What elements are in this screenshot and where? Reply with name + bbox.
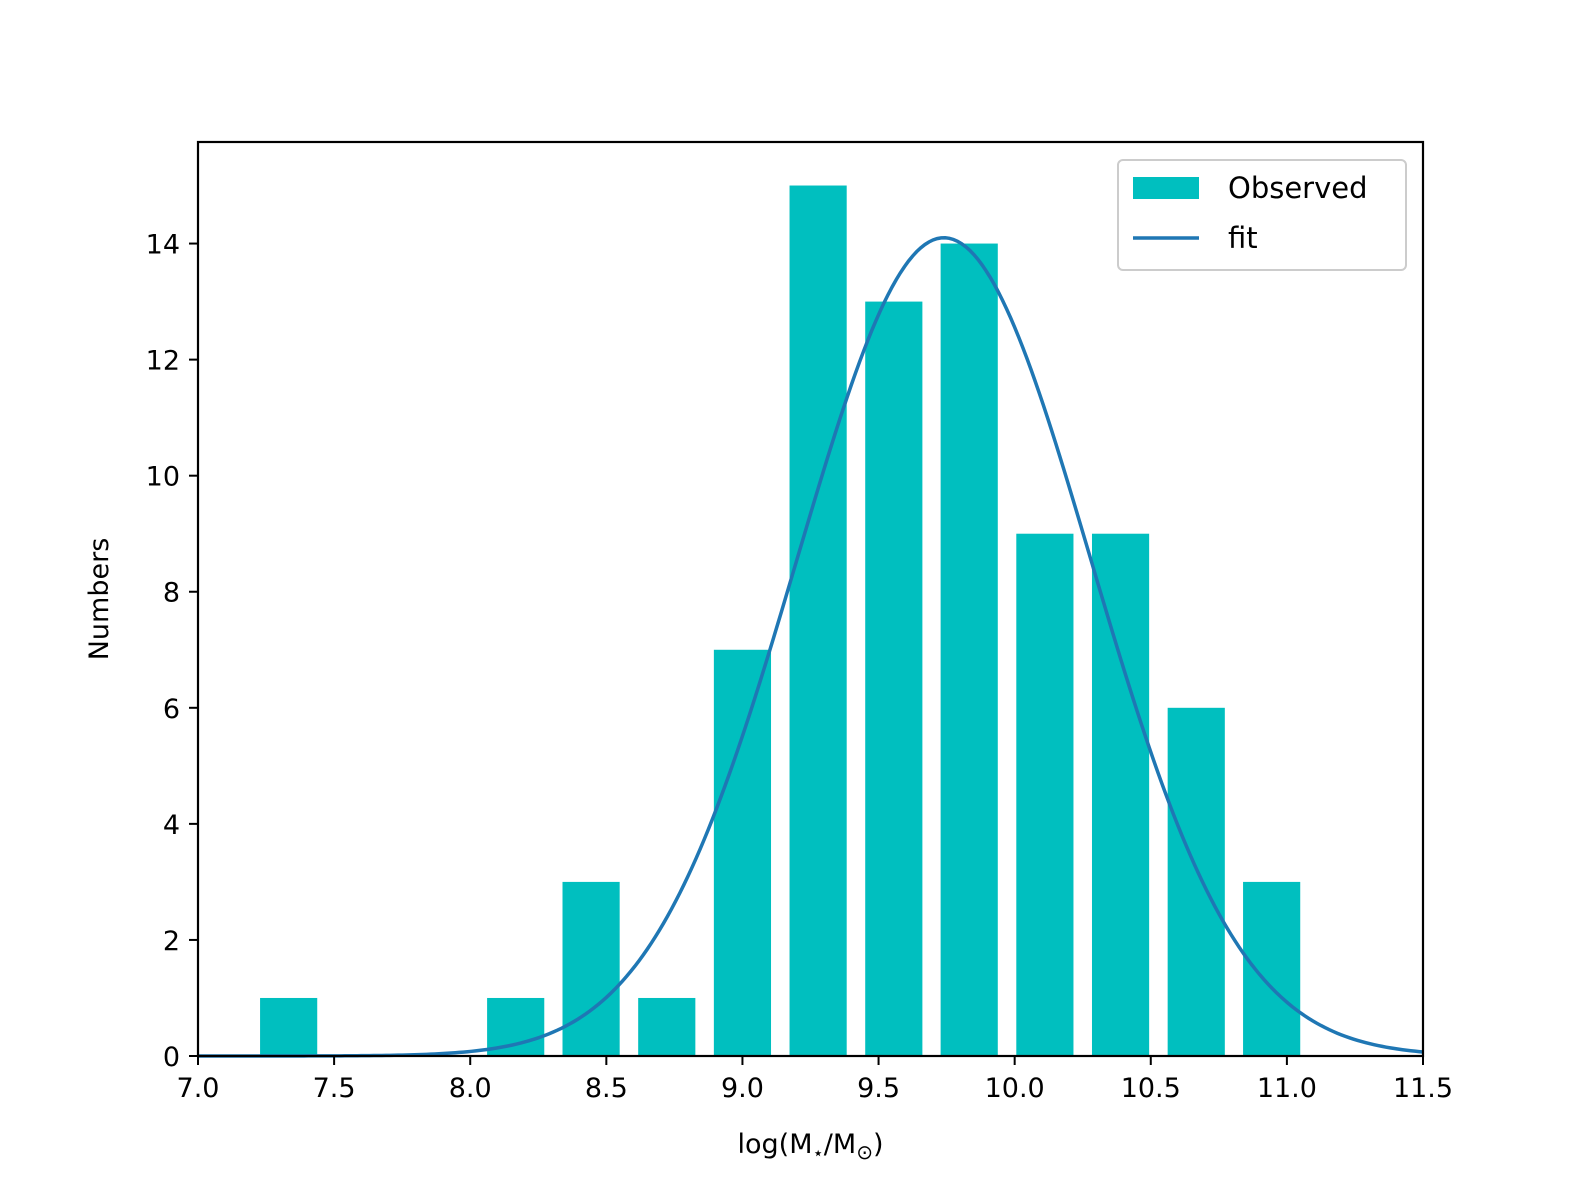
x-tick-label: 8.5 (585, 1073, 628, 1104)
x-tick-label: 8.0 (449, 1073, 492, 1104)
x-axis-ticks: 7.0 7.5 8.0 8.5 9.0 9.5 10.0 10.5 11.0 11.5 (177, 1056, 1453, 1104)
bar (940, 243, 998, 1057)
y-tick-label: 12 (146, 346, 180, 377)
bar (865, 301, 923, 1057)
y-axis-label: Numbers (84, 538, 115, 661)
bars-group (260, 185, 1301, 1057)
y-tick-label: 4 (163, 810, 180, 841)
plot-frame (196, 140, 1425, 1058)
y-axis-ticks: 0 2 4 6 8 10 12 14 (146, 230, 198, 1073)
x-axis-label: log(M⋆/M⊙) (738, 1129, 884, 1164)
x-tick-label: 10.0 (985, 1073, 1045, 1104)
bar (1243, 881, 1301, 1056)
y-tick-label: 14 (146, 230, 180, 261)
y-tick-label: 6 (163, 694, 180, 725)
x-tick-label: 7.0 (177, 1073, 220, 1104)
y-tick-label: 0 (163, 1042, 180, 1073)
bar (638, 997, 696, 1056)
legend-swatch-observed (1133, 177, 1199, 199)
y-tick-label: 8 (163, 578, 180, 609)
bar (713, 649, 772, 1056)
bar (1167, 707, 1225, 1056)
bar (1091, 533, 1150, 1056)
bar (789, 185, 847, 1056)
x-tick-label: 11.0 (1257, 1073, 1317, 1104)
x-tick-label: 9.0 (721, 1073, 764, 1104)
y-tick-label: 10 (146, 462, 180, 493)
bar (562, 881, 620, 1056)
legend: Observed fit (1117, 159, 1407, 271)
bar (1016, 533, 1074, 1056)
x-tick-label: 9.5 (857, 1073, 900, 1104)
y-tick-label: 2 (163, 926, 180, 957)
x-tick-label: 11.5 (1393, 1073, 1453, 1104)
legend-label-observed: Observed (1228, 171, 1368, 205)
bar (260, 997, 318, 1056)
x-tick-label: 10.5 (1121, 1073, 1181, 1104)
legend-label-fit: fit (1228, 221, 1258, 255)
x-tick-label: 7.5 (313, 1073, 356, 1104)
